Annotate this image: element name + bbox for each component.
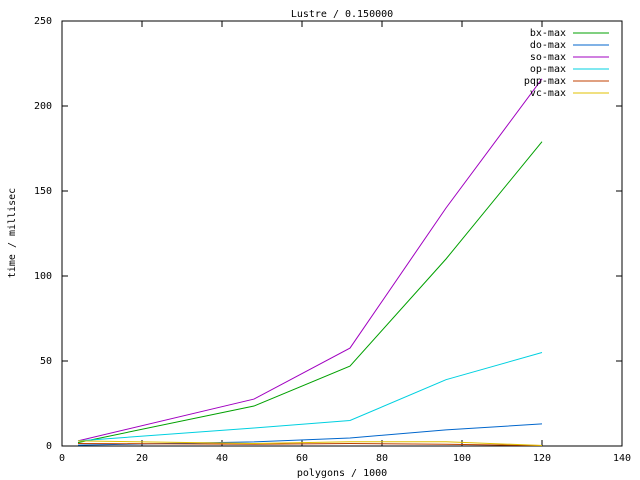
- y-tick-label: 100: [34, 271, 52, 282]
- x-tick-label: 120: [533, 453, 551, 464]
- legend-label: do-max: [530, 40, 566, 51]
- series-line: [77, 442, 543, 446]
- x-tick-label: 0: [59, 453, 65, 464]
- x-tick-label: 20: [136, 453, 148, 464]
- series-line: [77, 78, 543, 442]
- x-tick-label: 80: [376, 453, 388, 464]
- x-tick-label: 40: [216, 453, 228, 464]
- y-tick-label: 150: [34, 186, 52, 197]
- legend-label: pqp-max: [524, 76, 566, 87]
- series-line: [77, 352, 543, 442]
- y-tick-label: 50: [40, 356, 52, 367]
- x-axis-label: polygons / 1000: [297, 468, 387, 479]
- x-tick-label: 60: [296, 453, 308, 464]
- series-line: [77, 440, 543, 446]
- x-tick-label: 140: [613, 453, 631, 464]
- y-axis-label: time / millisec: [7, 188, 18, 278]
- plot-border: [61, 20, 623, 447]
- legend-label: vc-max: [530, 88, 566, 99]
- legend-label: so-max: [530, 52, 566, 63]
- chart-title: Lustre / 0.150000: [291, 9, 393, 20]
- x-tick-label: 100: [453, 453, 471, 464]
- y-tick-label: 250: [34, 16, 52, 27]
- y-tick-label: 0: [46, 441, 52, 452]
- legend-label: op-max: [530, 64, 566, 75]
- y-tick-label: 200: [34, 101, 52, 112]
- legend-label: bx-max: [530, 28, 566, 39]
- series-line: [77, 141, 543, 444]
